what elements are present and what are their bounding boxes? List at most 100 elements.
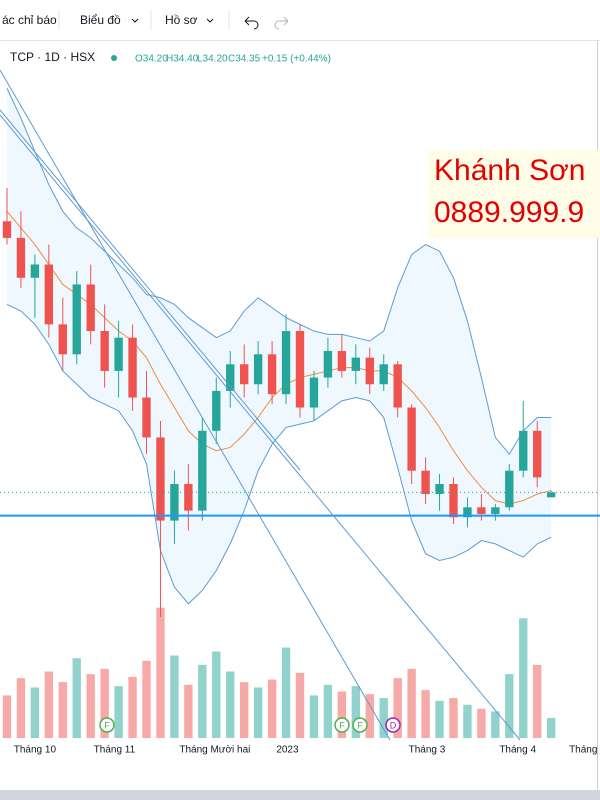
volume-bar <box>421 690 430 738</box>
volume-bar <box>170 655 179 738</box>
event-marker <box>334 717 350 733</box>
volume-bar <box>267 679 277 738</box>
upper-band <box>6 88 552 455</box>
volume-bar <box>365 694 374 738</box>
redo-button[interactable] <box>274 16 289 30</box>
dropdown-arrow <box>206 18 214 23</box>
volume-bar <box>546 718 556 738</box>
x-tick-label: Tháng 10 <box>14 745 57 756</box>
volume-bar <box>86 674 95 738</box>
volume-bar <box>379 698 388 738</box>
toolbar-item[interactable]: ác chỉ báo <box>2 13 57 27</box>
candle-body <box>546 492 556 498</box>
toolbar-item[interactable]: Biểu đồ <box>80 13 121 27</box>
candle-body <box>44 264 54 325</box>
volume-bar <box>156 607 165 738</box>
volume-bar <box>44 671 54 738</box>
candle-body <box>533 430 542 478</box>
volume-bar <box>253 687 263 738</box>
candle-body <box>393 364 402 408</box>
ohlc: H34.40 <box>166 54 199 65</box>
volume-bar <box>240 682 249 738</box>
trendline <box>0 109 301 471</box>
ohlc-change: +0.15 (+0.44%) <box>262 54 331 65</box>
volume-bar <box>449 698 458 738</box>
volume-bar <box>393 678 402 738</box>
candle-body <box>505 470 514 508</box>
candle-body <box>212 390 221 431</box>
volume-bar <box>435 700 444 738</box>
volume-bar <box>505 674 514 738</box>
band-fill <box>6 88 552 604</box>
x-tick-label: Tháng 4 <box>499 745 536 756</box>
candle-body <box>156 437 165 521</box>
volume-bar <box>533 664 542 738</box>
candle-body <box>198 430 207 511</box>
candle-body <box>184 484 193 511</box>
event-marker <box>99 717 115 733</box>
volume-bar <box>519 618 528 738</box>
candle-body <box>463 507 472 518</box>
volume-bar <box>2 695 12 738</box>
candle-body <box>142 397 151 438</box>
trendlines <box>0 69 521 741</box>
x-tick-label: 2023 <box>276 745 299 756</box>
plot-area <box>0 88 600 738</box>
candle-body <box>86 284 95 332</box>
watermark: 0889.999.9 <box>434 196 584 229</box>
candle-body <box>337 350 347 371</box>
event-label: D <box>390 720 397 730</box>
candle-body <box>281 331 291 395</box>
x-tick-label: Tháng Mười hai <box>179 745 250 756</box>
volume-bar <box>337 691 347 738</box>
candle-body <box>365 357 374 385</box>
candle-body <box>240 364 249 385</box>
volume-bar <box>212 651 221 738</box>
watermark-box <box>428 150 600 238</box>
candle-body <box>449 484 458 518</box>
candle-body <box>295 331 305 408</box>
moving-average <box>6 210 552 505</box>
candle-body <box>16 237 26 278</box>
volume-bar <box>184 684 193 738</box>
watermark: Khánh Sơn <box>434 154 585 187</box>
candle-body <box>58 324 67 355</box>
volume-bar <box>463 704 472 738</box>
bottom-border <box>0 790 600 800</box>
event-label: F <box>357 720 363 730</box>
candle-body <box>519 430 528 471</box>
lower-band <box>6 303 552 605</box>
trendline <box>0 114 521 741</box>
candle-body <box>114 337 123 371</box>
toolbar-item[interactable]: Hồ sơ <box>165 13 198 27</box>
candle-body <box>379 364 388 385</box>
volume-bar <box>295 672 305 738</box>
event-label: F <box>339 720 345 730</box>
candle-body <box>2 221 12 238</box>
volume-bar <box>142 660 151 738</box>
candle-body <box>435 484 444 494</box>
volume-bar <box>16 678 26 738</box>
candle-body <box>30 264 40 278</box>
x-tick-label: Tháng <box>569 745 597 756</box>
candle-body <box>267 354 277 395</box>
candle-body <box>407 407 416 471</box>
candle-body <box>351 357 360 371</box>
volume-bar <box>72 658 81 738</box>
ohlc: C34.35 <box>228 54 261 65</box>
volume-bar <box>226 671 235 738</box>
candle-body <box>226 364 235 391</box>
ohlc: O34.20 <box>135 54 168 65</box>
volume-bar <box>407 668 416 738</box>
candle-body <box>100 331 109 371</box>
volume-bar <box>128 676 137 738</box>
symbol: TCP · 1D · HSX <box>10 50 95 64</box>
candle-body <box>170 484 179 521</box>
undo-button[interactable] <box>244 16 259 30</box>
volume-bar <box>491 711 500 738</box>
candle-body <box>491 507 500 514</box>
volume-bar <box>309 695 319 738</box>
